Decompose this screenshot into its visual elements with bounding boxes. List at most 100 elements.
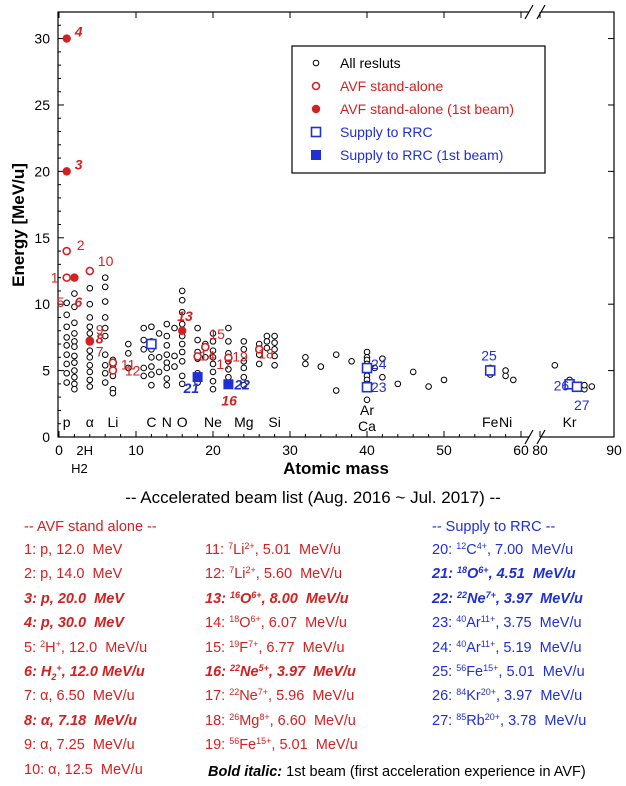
- data-point: [178, 296, 186, 304]
- data-point: [63, 342, 70, 349]
- y-tick-label: 5: [42, 363, 50, 379]
- axis-break-gap-bottom: [529, 433, 541, 441]
- data-point: [86, 376, 94, 384]
- legend-marker: [311, 104, 321, 114]
- data-point: [379, 373, 386, 381]
- data-point: [178, 287, 186, 295]
- avf-list-header-spacer: [205, 516, 358, 538]
- data-point: [101, 324, 109, 332]
- data-point: [254, 345, 264, 354]
- footnote-text: 1st beam (first acceleration experience …: [286, 764, 586, 780]
- point-label: 14: [200, 347, 216, 363]
- data-point: [86, 300, 94, 308]
- data-point: [171, 352, 178, 360]
- data-point: [361, 362, 373, 374]
- data-point: [209, 354, 217, 361]
- data-point: [86, 368, 94, 376]
- point-label: 10: [98, 253, 114, 269]
- beam-entry: 17: 22Ne7+, 5.96 MeV/u: [205, 687, 355, 705]
- data-point: [71, 367, 78, 374]
- data-point: [209, 368, 217, 376]
- point-label: 13: [177, 308, 193, 324]
- beam-entry: 12: 7Li2+, 5.60 MeV/u: [205, 565, 343, 583]
- data-point: [140, 364, 147, 372]
- element-label: Mg: [234, 414, 253, 430]
- data-point: [62, 167, 71, 176]
- data-point: [163, 320, 171, 328]
- element-label: Li: [107, 414, 118, 430]
- y-tick-label: 15: [34, 230, 50, 246]
- data-point: [108, 366, 118, 375]
- footnote: Bold italic: 1st beam (first acceleratio…: [208, 764, 586, 780]
- data-point: [209, 360, 217, 368]
- data-point: [148, 363, 155, 370]
- y-tick-label: 10: [34, 296, 50, 312]
- data-point: [271, 332, 278, 340]
- legend-marker: [312, 59, 320, 67]
- beam-list-title: -- Accelerated beam list (Aug. 2016 ~ Ju…: [125, 488, 501, 507]
- data-point: [125, 364, 132, 372]
- point-label: 6: [74, 294, 82, 310]
- data-point: [348, 357, 355, 365]
- data-point: [361, 381, 373, 393]
- beam-entry: 3: p, 20.0 MeV: [24, 590, 124, 607]
- isotope-label: 2H: [76, 443, 93, 458]
- y-axis-title: Energy [MeV/u]: [9, 163, 28, 287]
- data-point: [63, 299, 70, 307]
- axis-break-mark-bottom: [524, 429, 534, 445]
- beam-entry: 4: p, 30.0 MeV: [24, 615, 124, 632]
- data-point: [101, 283, 109, 291]
- data-point: [502, 372, 509, 380]
- data-point: [193, 352, 202, 361]
- element-label: Kr: [563, 414, 577, 430]
- point-label: 12: [125, 363, 141, 379]
- data-point: [71, 343, 78, 350]
- data-point: [71, 290, 78, 297]
- rrc-list-header: -- Supply to RRC --: [432, 519, 556, 535]
- data-point: [63, 369, 70, 377]
- x-tick-label: 40: [359, 442, 375, 458]
- data-point: [209, 347, 217, 354]
- beam-entry: 2: p, 14.0 MeV: [24, 566, 123, 583]
- data-point: [223, 379, 234, 390]
- beam-entry: 13: 16O6+, 8.00 MeV/u: [205, 589, 349, 607]
- data-point: [484, 365, 496, 376]
- x-tick-label: 60: [513, 442, 529, 458]
- data-point: [263, 338, 271, 345]
- axis-break-mark-top: [536, 4, 546, 20]
- beam-entry: 27: 85Rb20+, 3.78 MeV/u: [432, 711, 587, 729]
- x-axis-title: Atomic mass: [283, 459, 389, 478]
- beam-entry: 24: 40Ar11+, 5.19 MeV/u: [432, 638, 582, 656]
- data-point: [209, 385, 217, 393]
- data-point: [178, 357, 186, 365]
- data-point: [271, 339, 278, 347]
- point-label: 16: [221, 392, 237, 408]
- beam-entry: 21: 18O6+, 4.51 MeV/u: [432, 565, 576, 583]
- data-point: [86, 330, 94, 337]
- point-label: 22: [233, 376, 250, 392]
- x-tick-label: 10: [128, 442, 144, 458]
- beam-entry: 19: 56Fe15+, 5.01 MeV/u: [205, 736, 358, 754]
- data-point: [71, 338, 78, 345]
- data-point: [86, 383, 94, 390]
- data-point: [363, 396, 371, 404]
- beam-entry: 1: p, 12.0 MeV: [24, 542, 123, 558]
- data-point: [70, 273, 79, 282]
- data-point: [71, 352, 78, 360]
- data-point: [240, 381, 248, 389]
- data-point: [163, 351, 171, 358]
- data-point: [63, 360, 70, 368]
- energy-vs-mass-chart: All resluts AVF stand-alone AVF stand-alon…: [9, 4, 622, 478]
- data-point: [85, 337, 95, 346]
- data-point: [263, 332, 271, 340]
- beam-entry: 9: α, 7.25 MeV/u: [24, 737, 135, 754]
- legend-label: All resluts: [340, 55, 401, 71]
- element-label: α: [86, 414, 94, 430]
- isotope-label: H2: [71, 461, 88, 476]
- data-point: [101, 332, 109, 340]
- point-label: 25: [481, 347, 497, 363]
- beam-entry: 11: 7Li2+, 5.01 MeV/u: [205, 541, 341, 559]
- beam-entry: 5: 2H+, 12.0 MeV/u: [24, 638, 148, 656]
- data-point: [317, 363, 325, 370]
- data-point: [332, 387, 340, 394]
